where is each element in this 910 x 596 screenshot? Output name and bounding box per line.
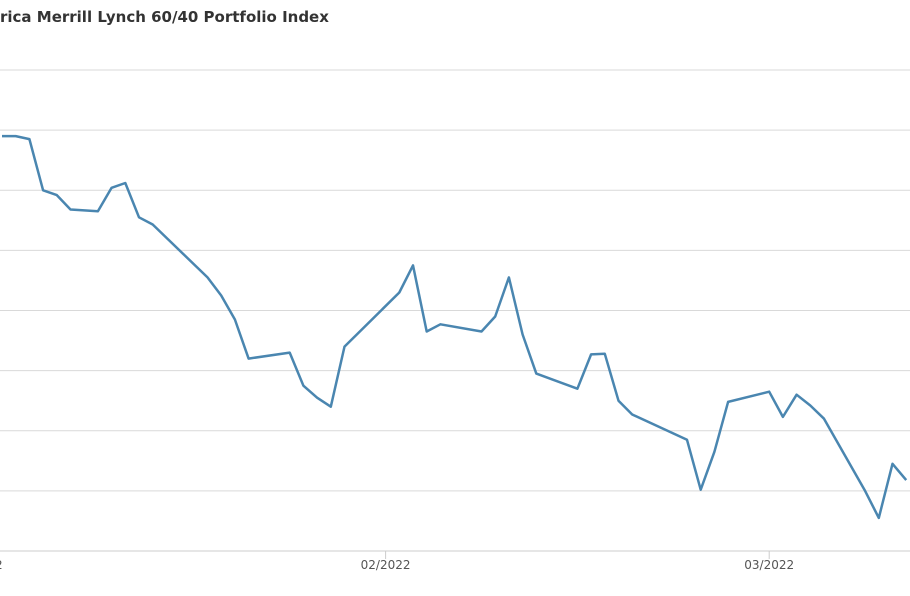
x-tick-label: 03/2022: [744, 558, 794, 572]
x-tick-label-clipped: 2: [0, 558, 3, 572]
chart-title: rica Merrill Lynch 60/40 Portfolio Index: [0, 8, 329, 26]
series-line-0: [2, 134, 908, 520]
x-tick-label: 02/2022: [361, 558, 411, 572]
